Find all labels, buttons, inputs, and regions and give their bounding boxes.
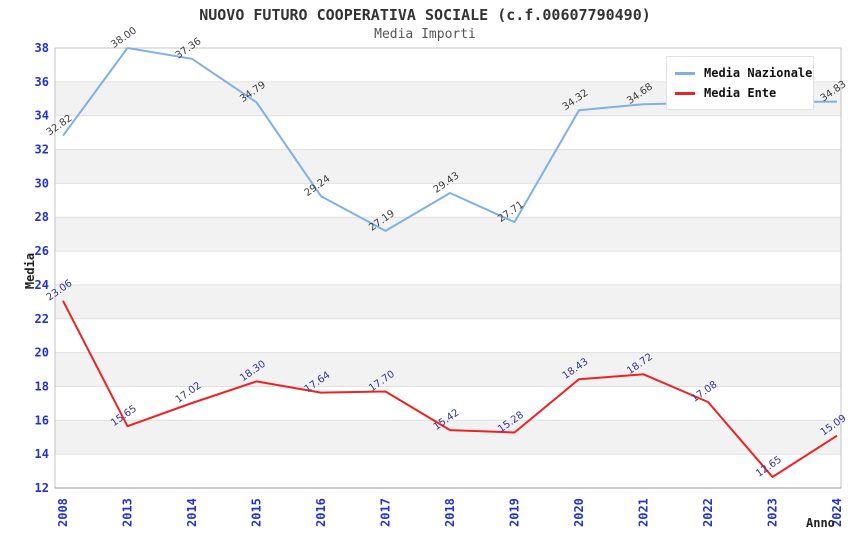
legend-item-media-nazionale: Media Nazionale [675, 63, 812, 83]
chart-subtitle: Media Importi [374, 27, 476, 42]
x-tick-label: 2020 [572, 498, 586, 527]
x-tick-label: 2014 [185, 498, 199, 527]
legend-item-media-ente: Media Ente [675, 83, 805, 103]
point-label: 12.65 [754, 454, 784, 479]
legend-label: Media Ente [704, 86, 777, 100]
x-tick-label: 2016 [314, 498, 328, 527]
y-tick-label: 28 [35, 210, 49, 224]
y-tick-label: 30 [35, 176, 49, 190]
background-band [55, 284, 841, 319]
y-tick-label: 12 [35, 481, 49, 495]
x-tick-label: 2017 [379, 498, 393, 527]
y-tick-label: 22 [35, 312, 49, 326]
chart-title: NUOVO FUTURO COOPERATIVA SOCIALE (c.f.00… [199, 6, 651, 24]
y-tick-label: 32 [35, 143, 49, 157]
media-ente-line [62, 300, 838, 478]
x-tick-label: 2023 [766, 498, 780, 527]
x-tick-label: 2021 [637, 498, 651, 527]
legend-label: Media Nazionale [704, 66, 813, 80]
x-tick-label: 2018 [443, 498, 457, 527]
y-tick-label: 16 [35, 413, 49, 427]
x-axis-title: Anno [806, 516, 835, 530]
x-tick-label: 2019 [508, 498, 522, 527]
x-tick-label: 2022 [701, 498, 715, 527]
legend-line-swatch-blue [675, 71, 695, 75]
y-tick-label: 36 [35, 75, 49, 89]
x-tick-label: 2015 [250, 498, 264, 527]
background-band [55, 217, 841, 252]
y-tick-label: 20 [35, 346, 49, 360]
background-band [55, 352, 841, 387]
y-tick-label: 18 [35, 379, 49, 393]
background-band [55, 420, 841, 455]
y-axis-title: Media [23, 252, 37, 290]
y-tick-label: 34 [35, 109, 49, 123]
y-tick-label: 38 [35, 41, 49, 55]
x-tick-label: 2008 [56, 498, 70, 527]
x-tick-label: 2024 [830, 498, 844, 527]
background-band [55, 149, 841, 184]
legend-line-swatch-red [675, 91, 695, 95]
y-tick-label: 14 [35, 447, 49, 461]
y-tick-label: 24 [35, 278, 49, 292]
y-tick-label: 26 [35, 244, 49, 258]
x-tick-label: 2013 [121, 498, 135, 527]
legend: Media Nazionale Media Ente [666, 56, 814, 110]
